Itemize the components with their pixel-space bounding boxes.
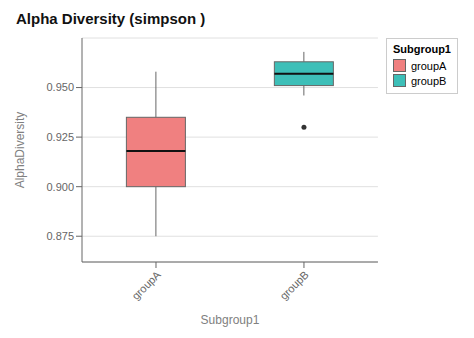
html-text:Alpha Diversity (simpson ): Alpha Diversity (simpson ) — [16, 10, 206, 27]
svg-text:AlphaDiversity: AlphaDiversity — [13, 112, 27, 189]
svg-text:0.925: 0.925 — [46, 131, 74, 143]
html-text:Subgroup1: Subgroup1 — [392, 43, 451, 55]
html-text:groupB: groupB — [410, 74, 447, 87]
svg-text:0.950: 0.950 — [46, 81, 74, 93]
svg-text:groupB: groupB — [277, 268, 311, 302]
svg-text:0.875: 0.875 — [46, 230, 74, 242]
html-text:groupA: groupA — [410, 59, 447, 72]
svg-text:Subgroup1: Subgroup1 — [201, 313, 260, 327]
svg-text:groupA: groupA — [129, 268, 163, 302]
svg-text:0.900: 0.900 — [46, 181, 74, 193]
